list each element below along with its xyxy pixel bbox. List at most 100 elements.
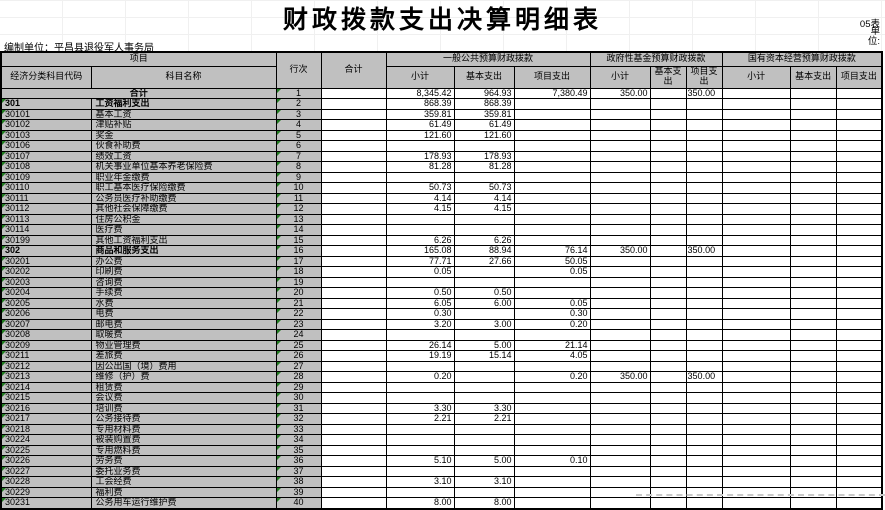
cell-value[interactable]	[513, 402, 591, 414]
cell-value[interactable]	[320, 192, 387, 204]
cell-value[interactable]	[649, 224, 687, 236]
cell-code[interactable]: 30110	[0, 182, 92, 194]
cell-value[interactable]: 61.49	[453, 119, 515, 131]
cell-value[interactable]	[320, 465, 387, 477]
cell-value[interactable]	[589, 339, 651, 351]
cell-line-no[interactable]: 20	[275, 287, 322, 299]
cell-value[interactable]	[685, 402, 723, 414]
cell-value[interactable]	[453, 434, 515, 446]
cell-code[interactable]: 30107	[0, 150, 92, 162]
cell-value[interactable]	[789, 98, 837, 110]
cell-value[interactable]	[835, 329, 883, 341]
cell-subject-name[interactable]: 专用燃料费	[90, 444, 277, 456]
cell-value[interactable]	[589, 434, 651, 446]
cell-value[interactable]	[835, 423, 883, 435]
cell-value[interactable]	[685, 381, 723, 393]
cell-value[interactable]	[649, 150, 687, 162]
cell-value[interactable]	[835, 392, 883, 404]
cell-value[interactable]	[721, 339, 791, 351]
cell-value[interactable]	[513, 182, 591, 194]
cell-value[interactable]	[685, 339, 723, 351]
cell-value[interactable]: 4.05	[513, 350, 591, 362]
cell-value[interactable]: 4.14	[385, 192, 455, 204]
cell-subject-name[interactable]: 商品和服务支出	[90, 245, 277, 257]
cell-value[interactable]	[789, 465, 837, 477]
cell-value[interactable]	[721, 213, 791, 225]
cell-value[interactable]	[789, 392, 837, 404]
cell-value[interactable]	[721, 150, 791, 162]
cell-code[interactable]: 30212	[0, 360, 92, 372]
cell-value[interactable]	[589, 234, 651, 246]
cell-line-no[interactable]: 15	[275, 234, 322, 246]
cell-value[interactable]	[721, 140, 791, 152]
cell-value[interactable]	[789, 381, 837, 393]
cell-line-no[interactable]: 13	[275, 213, 322, 225]
cell-value[interactable]: 5.00	[453, 339, 515, 351]
cell-subject-name[interactable]: 会议费	[90, 392, 277, 404]
cell-value[interactable]	[835, 350, 883, 362]
cell-value[interactable]: 50.73	[385, 182, 455, 194]
cell-value[interactable]	[789, 224, 837, 236]
cell-value[interactable]	[320, 140, 387, 152]
cell-value[interactable]	[453, 444, 515, 456]
cell-value[interactable]: 76.14	[513, 245, 591, 257]
cell-value[interactable]	[721, 434, 791, 446]
cell-value[interactable]	[685, 129, 723, 141]
cell-value[interactable]	[649, 161, 687, 173]
cell-value[interactable]	[589, 497, 651, 510]
cell-value[interactable]	[685, 98, 723, 110]
cell-value[interactable]	[721, 255, 791, 267]
cell-value[interactable]	[789, 119, 837, 131]
cell-value[interactable]	[649, 182, 687, 194]
cell-value[interactable]	[835, 234, 883, 246]
cell-value[interactable]	[589, 287, 651, 299]
cell-value[interactable]	[721, 276, 791, 288]
cell-value[interactable]	[721, 413, 791, 425]
cell-value[interactable]: 50.73	[453, 182, 515, 194]
cell-value[interactable]	[721, 308, 791, 320]
cell-value[interactable]	[453, 423, 515, 435]
cell-value[interactable]	[320, 266, 387, 278]
cell-value[interactable]	[721, 402, 791, 414]
cell-line-no[interactable]: 4	[275, 119, 322, 131]
cell-value[interactable]	[649, 465, 687, 477]
cell-value[interactable]	[589, 203, 651, 215]
cell-value[interactable]	[685, 161, 723, 173]
cell-line-no[interactable]: 34	[275, 434, 322, 446]
cell-value[interactable]	[589, 192, 651, 204]
cell-subject-name[interactable]: 委托业务费	[90, 465, 277, 477]
cell-value[interactable]	[513, 140, 591, 152]
cell-value[interactable]	[835, 161, 883, 173]
cell-code[interactable]: 30114	[0, 224, 92, 236]
cell-value[interactable]	[320, 329, 387, 341]
cell-value[interactable]: 6.00	[453, 297, 515, 309]
cell-value[interactable]	[649, 308, 687, 320]
cell-value[interactable]: 0.30	[385, 308, 455, 320]
cell-value[interactable]	[589, 318, 651, 330]
cell-value[interactable]	[835, 140, 883, 152]
cell-value[interactable]	[721, 381, 791, 393]
cell-value[interactable]	[513, 161, 591, 173]
cell-code[interactable]: 30215	[0, 392, 92, 404]
cell-code[interactable]: 30226	[0, 455, 92, 467]
cell-code[interactable]: 30206	[0, 308, 92, 320]
cell-value[interactable]	[513, 213, 591, 225]
cell-value[interactable]	[721, 224, 791, 236]
cell-value[interactable]	[453, 465, 515, 477]
cell-value[interactable]	[649, 87, 687, 99]
cell-subject-name[interactable]: 邮电费	[90, 318, 277, 330]
cell-value[interactable]: 4.14	[453, 192, 515, 204]
cell-value[interactable]	[789, 308, 837, 320]
cell-value[interactable]	[835, 98, 883, 110]
cell-subject-name[interactable]: 手续费	[90, 287, 277, 299]
cell-value[interactable]	[385, 276, 455, 288]
cell-value[interactable]	[789, 297, 837, 309]
cell-value[interactable]	[835, 119, 883, 131]
cell-line-no[interactable]: 37	[275, 465, 322, 477]
cell-value[interactable]	[649, 140, 687, 152]
cell-value[interactable]: 0.20	[513, 318, 591, 330]
cell-value[interactable]	[513, 465, 591, 477]
cell-value[interactable]	[385, 444, 455, 456]
cell-value[interactable]	[721, 476, 791, 488]
cell-value[interactable]	[385, 392, 455, 404]
